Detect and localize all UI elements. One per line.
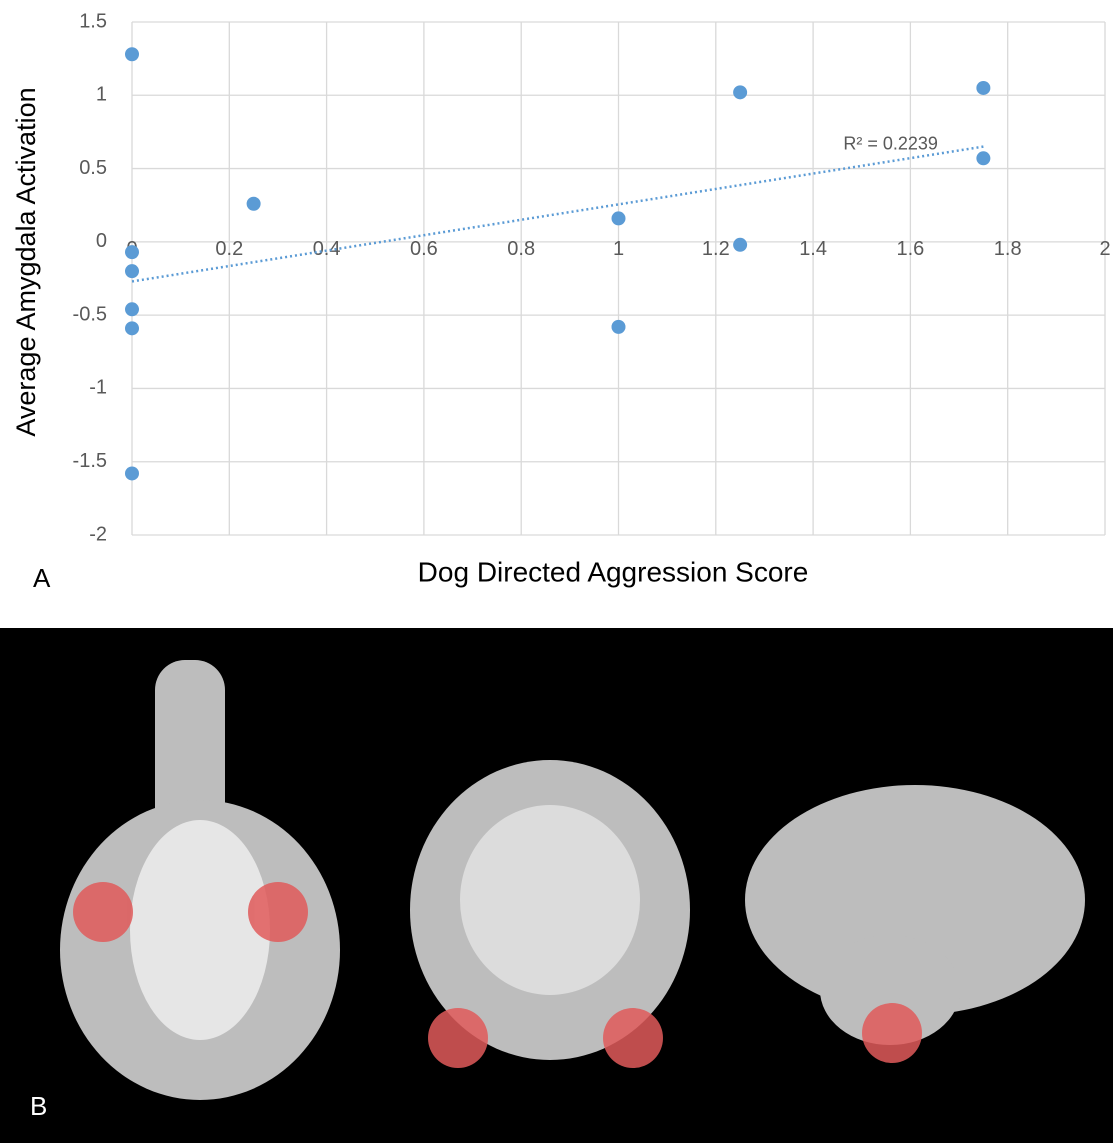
x-tick-label: 0.2 <box>215 238 243 260</box>
y-tick-label: -2 <box>89 523 107 545</box>
x-tick-label: 0.8 <box>507 238 535 260</box>
panel-label: B <box>30 1091 47 1121</box>
figure: 1.510.50-0.5-1-1.5-200.20.40.60.811.21.4… <box>0 0 1113 1143</box>
data-point <box>125 466 139 480</box>
data-point <box>125 264 139 278</box>
brain-images <box>0 628 1113 1143</box>
y-axis-label: Average Amygdala Activation <box>11 87 41 436</box>
y-tick-label: -0.5 <box>73 303 107 325</box>
y-tick-label: 1 <box>96 84 107 106</box>
y-tick-label: -1.5 <box>73 450 107 472</box>
data-point <box>125 245 139 259</box>
data-point <box>247 197 261 211</box>
data-point <box>976 81 990 95</box>
y-tick-label: 1.5 <box>79 10 107 32</box>
roi-circle <box>248 882 308 942</box>
roi-circle <box>862 1003 922 1063</box>
data-point <box>125 302 139 316</box>
data-point <box>733 85 747 99</box>
roi-circle <box>603 1008 663 1068</box>
x-tick-label: 0.6 <box>410 238 438 260</box>
x-axis-label: Dog Directed Aggression Score <box>418 556 809 587</box>
data-point <box>976 151 990 165</box>
y-tick-label: 0.5 <box>79 157 107 179</box>
panel-label: A <box>33 563 51 593</box>
data-point <box>125 321 139 335</box>
y-tick-label: 0 <box>96 230 107 252</box>
data-point <box>612 320 626 334</box>
x-tick-label: 1.4 <box>799 238 827 260</box>
x-tick-label: 1.2 <box>702 238 730 260</box>
x-tick-label: 1 <box>613 238 624 260</box>
y-tick-label: -1 <box>89 377 107 399</box>
data-point <box>733 238 747 252</box>
data-point <box>125 47 139 61</box>
x-tick-label: 2 <box>1099 238 1110 260</box>
roi-circle <box>428 1008 488 1068</box>
data-point <box>612 211 626 225</box>
brain-shape <box>460 805 640 995</box>
roi-circle <box>73 882 133 942</box>
brain-shape <box>130 820 270 1040</box>
trendline-label: R² = 0.2239 <box>843 133 938 153</box>
chart-background <box>0 0 1113 600</box>
x-tick-label: 1.8 <box>994 238 1022 260</box>
x-tick-label: 1.6 <box>896 238 924 260</box>
